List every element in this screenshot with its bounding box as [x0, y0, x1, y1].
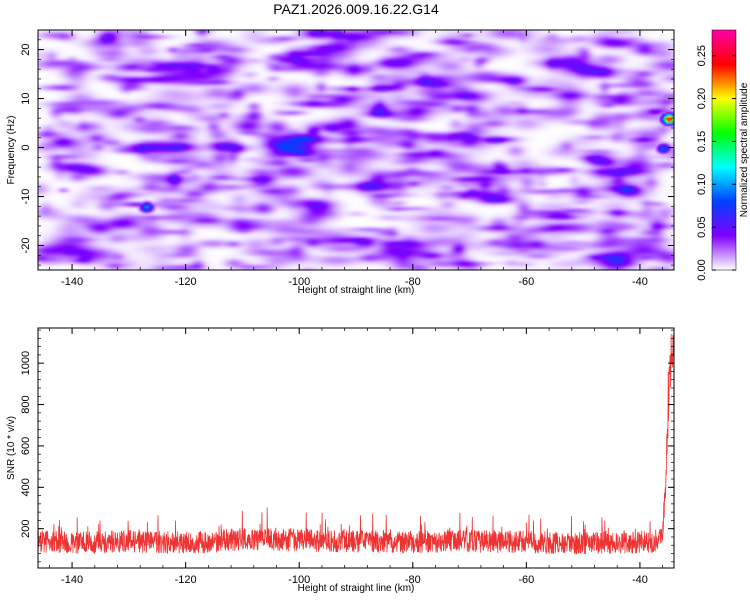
spectrogram-y-tick-label: -20 — [20, 238, 32, 254]
spectrogram-x-tick-label: -140 — [61, 276, 83, 288]
snr-x-axis-label: Height of straight line (km) — [298, 583, 415, 594]
colorbar-label: Normalized spectral amplitude — [739, 82, 750, 217]
snr-y-tick-label: 600 — [20, 437, 32, 455]
snr-frame — [37, 327, 675, 569]
snr-y-tick-label: 800 — [20, 395, 32, 413]
snr-y-axis-label: SNR (10 * v/v) — [6, 416, 17, 480]
snr-minor-ticks — [38, 328, 674, 568]
snr-y-ticks: 200 400 600 800 1000 — [20, 351, 674, 538]
colorbar-tick-label: 0.15 — [696, 131, 708, 152]
colorbar-tick-label: 0.10 — [696, 174, 708, 195]
spectrogram-x-axis-label: Height of straight line (km) — [298, 285, 415, 296]
snr-y-tick-label: 400 — [20, 478, 32, 496]
snr-x-ticks: -140 -120 -100 -80 -60 -40 — [61, 328, 648, 586]
spectrogram-y-tick-label: 0 — [20, 144, 32, 150]
snr-x-tick-label: -60 — [518, 574, 534, 586]
colorbar: 0.00 0.05 0.10 0.15 0.20 0.25 Normalized spec… — [696, 29, 750, 281]
snr-x-tick-label: -40 — [632, 574, 648, 586]
figure-title: PAZ1.2026.009.16.22.G14 — [273, 1, 439, 17]
spectrogram-frame — [37, 29, 675, 271]
snr-panel: -140 -120 -100 -80 -60 -40 200 400 600 800 1000 H… — [6, 327, 675, 594]
spectrogram-x-tick-label: -120 — [175, 276, 197, 288]
spectrogram-y-tick-label: -10 — [20, 189, 32, 205]
colorbar-gradient — [711, 29, 737, 271]
snr-x-tick-label: -140 — [61, 574, 83, 586]
snr-series-line — [38, 333, 674, 555]
spectrogram-heatmap — [38, 30, 674, 270]
snr-x-tick-label: -100 — [288, 574, 310, 586]
colorbar-tick-label: 0.25 — [696, 45, 708, 66]
snr-x-tick-label: -120 — [175, 574, 197, 586]
snr-y-tick-label: 1000 — [20, 351, 32, 375]
spectrogram-x-tick-label: -60 — [518, 276, 534, 288]
colorbar-tick-label: 0.00 — [696, 259, 708, 280]
snr-y-tick-label: 200 — [20, 520, 32, 538]
spectrogram-x-tick-label: -80 — [405, 276, 421, 288]
spectrogram-y-tick-label: 20 — [20, 43, 32, 55]
spectrogram-y-tick-label: 10 — [20, 92, 32, 104]
spectrogram-y-axis-label: Frequency (Hz) — [6, 116, 17, 185]
spectrogram-x-tick-label: -40 — [632, 276, 648, 288]
colorbar-tick-label: 0.05 — [696, 216, 708, 237]
colorbar-ticks: 0.00 0.05 0.10 0.15 0.20 0.25 — [696, 45, 736, 281]
spectrogram-x-tick-label: -100 — [288, 276, 310, 288]
colorbar-tick-label: 0.20 — [696, 88, 708, 109]
spectrogram-minor-ticks — [38, 29, 674, 270]
snr-x-tick-label: -80 — [405, 574, 421, 586]
